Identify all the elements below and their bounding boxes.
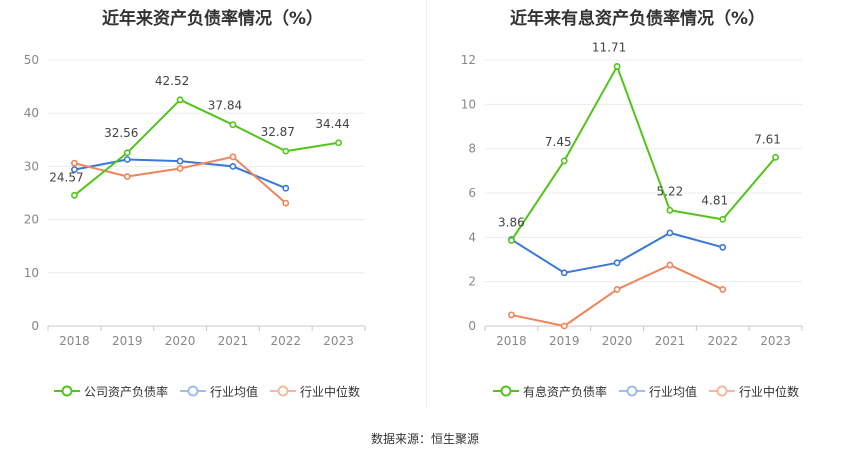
series-line-0 <box>73 98 339 197</box>
legend-label: 公司资产负债率 <box>84 384 169 399</box>
y-tick-label: 2 <box>468 275 476 289</box>
data-point <box>613 286 621 293</box>
data-point <box>176 96 184 104</box>
legend-label: 行业中位数 <box>300 384 361 399</box>
data-point <box>666 229 674 237</box>
legend-label: 行业中位数 <box>739 384 800 399</box>
x-tick-label: 2023 <box>323 334 354 348</box>
data-label: 4.81 <box>701 193 728 207</box>
data-point <box>282 184 290 192</box>
x-tick-label: 2021 <box>655 334 686 348</box>
data-point <box>176 157 184 165</box>
data-point <box>71 166 78 173</box>
y-tick-label: 10 <box>24 266 39 280</box>
y-tick-label: 6 <box>468 186 476 200</box>
data-point <box>666 206 674 214</box>
y-tick-label: 4 <box>468 230 476 244</box>
x-tick-label: 2021 <box>218 334 249 348</box>
x-tick-label: 2023 <box>760 334 791 348</box>
series-line-2 <box>511 264 724 327</box>
data-label: 5.22 <box>657 184 684 198</box>
legend-label: 行业均值 <box>210 384 259 399</box>
data-label: 7.45 <box>545 135 572 149</box>
data-label: 7.61 <box>754 132 781 146</box>
data-point <box>613 63 621 70</box>
data-source: 数据来源：恒生聚源 <box>370 432 479 446</box>
legend-line-marker-icon <box>180 385 207 397</box>
legend-item-interest-debt-ratio[interactable]: 有息资产负债率 <box>493 383 607 400</box>
y-tick-label: 8 <box>468 142 476 156</box>
data-label: 37.84 <box>208 99 242 113</box>
y-tick-label: 0 <box>468 319 476 333</box>
data-label: 3.86 <box>498 215 525 229</box>
data-point <box>666 261 674 269</box>
y-tick-label: 0 <box>31 319 39 333</box>
y-tick-label: 10 <box>461 97 476 111</box>
legend-line-marker-icon <box>619 385 646 397</box>
data-point <box>71 191 78 199</box>
y-tick-label: 20 <box>24 213 39 227</box>
legend-item-industry-mean[interactable]: 行业均值 <box>619 383 697 400</box>
x-tick-label: 2022 <box>707 334 738 348</box>
left-chart-title: 近年来资产负债率情况（%） <box>101 9 324 29</box>
right-chart-title: 近年来有息资产负债率情况（%） <box>509 9 766 29</box>
legend-line-marker-icon <box>54 385 80 397</box>
legend-line-marker-icon <box>709 385 736 397</box>
data-point <box>508 237 515 244</box>
data-label: 42.52 <box>155 74 189 88</box>
legend-label: 行业均值 <box>649 384 698 399</box>
data-point <box>71 159 78 167</box>
legend-item-company-debt-ratio[interactable]: 公司资产负债率 <box>54 383 168 400</box>
series-line-1 <box>510 231 724 274</box>
data-point <box>508 311 515 319</box>
data-label: 24.57 <box>49 170 83 184</box>
data-point <box>560 157 568 165</box>
data-label: 11.71 <box>592 40 626 54</box>
y-tick-label: 30 <box>24 159 39 173</box>
y-tick-label: 50 <box>24 53 39 67</box>
data-point <box>229 153 237 161</box>
data-point <box>335 139 342 147</box>
panel-divider <box>426 0 427 408</box>
series-line-0 <box>510 65 777 241</box>
data-point <box>229 162 237 170</box>
y-tick-label: 12 <box>461 53 476 67</box>
legend-item-industry-median[interactable]: 行业中位数 <box>709 383 799 400</box>
legend-item-industry-mean[interactable]: 行业均值 <box>180 383 258 400</box>
x-tick-label: 2020 <box>602 334 633 348</box>
x-tick-label: 2022 <box>270 334 301 348</box>
data-label: 34.44 <box>315 117 349 131</box>
legend-label: 有息资产负债率 <box>523 384 608 399</box>
data-point <box>123 173 131 180</box>
x-tick-label: 2019 <box>112 334 143 348</box>
data-point <box>229 121 237 129</box>
legend-line-marker-icon <box>493 385 519 397</box>
data-point <box>719 215 727 223</box>
left-legend: 公司资产负债率 行业均值 行业中位数 <box>54 381 372 401</box>
data-point <box>613 259 621 267</box>
data-point <box>560 269 568 277</box>
legend-item-industry-median[interactable]: 行业中位数 <box>270 383 360 400</box>
data-point <box>772 153 779 161</box>
x-tick-label: 2018 <box>496 334 527 348</box>
x-tick-label: 2019 <box>549 334 580 348</box>
data-point <box>123 149 131 157</box>
x-tick-label: 2020 <box>165 334 196 348</box>
data-label: 32.56 <box>104 126 138 140</box>
data-point <box>282 147 290 155</box>
data-point <box>176 165 184 172</box>
x-tick-label: 2018 <box>59 334 90 348</box>
data-label: 32.87 <box>261 125 295 139</box>
data-point <box>282 199 290 207</box>
data-point <box>123 156 131 163</box>
legend-line-marker-icon <box>270 385 297 397</box>
data-point <box>560 322 568 330</box>
y-tick-label: 40 <box>24 106 39 120</box>
data-point <box>719 286 727 293</box>
data-point <box>719 243 727 251</box>
right-legend: 有息资产负债率 行业均值 行业中位数 <box>493 381 811 401</box>
